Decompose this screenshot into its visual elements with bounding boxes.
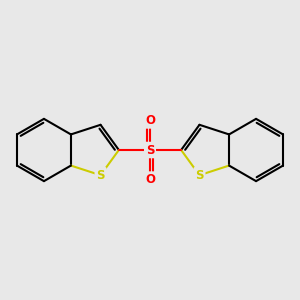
Text: O: O	[145, 173, 155, 186]
Text: S: S	[195, 169, 204, 182]
Text: S: S	[146, 143, 154, 157]
Text: O: O	[145, 114, 155, 127]
Text: S: S	[96, 169, 105, 182]
